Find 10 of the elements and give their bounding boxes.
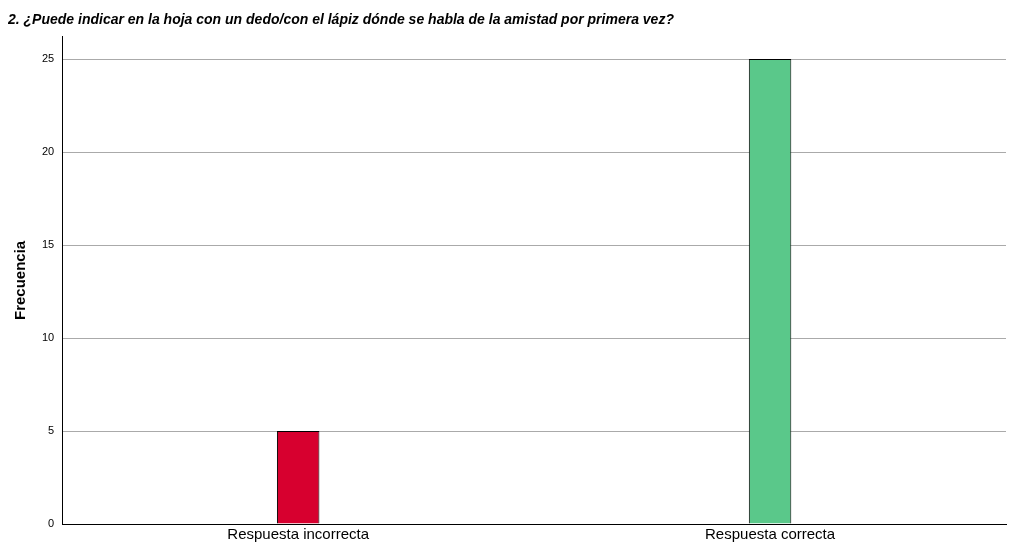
y-tick-label: 10	[41, 331, 55, 344]
y-tick-label: 15	[41, 238, 55, 251]
y-tick-label: 25	[41, 52, 55, 65]
chart-title: 2. ¿Puede indicar en la hoja con un dedo/con el lápiz dónde se habla de la amistad por primera vez?	[7, 11, 675, 28]
y-tick-label: 5	[48, 424, 55, 437]
x-tick-label: Respuesta incorrecta	[227, 525, 370, 543]
x-tick-label: Respuesta correcta	[705, 525, 836, 543]
y-tick-label: 0	[48, 517, 55, 530]
y-axis-title: Frecuencia	[11, 240, 29, 321]
y-tick-label: 20	[41, 145, 55, 158]
